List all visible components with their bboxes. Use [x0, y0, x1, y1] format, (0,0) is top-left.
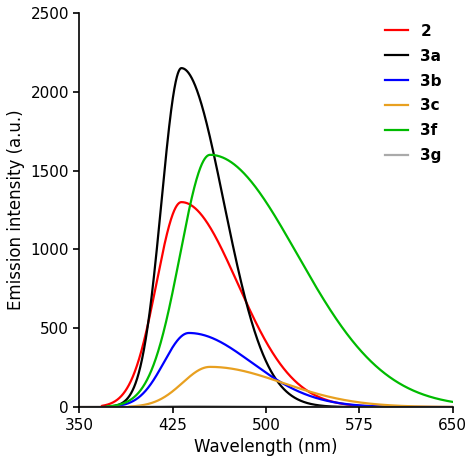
- Line: 3c: 3c: [80, 367, 453, 407]
- 3f: [402, 384, 408, 389]
- 3c: [207, 364, 213, 369]
- 3b: [443, 404, 448, 410]
- 2: [119, 393, 125, 398]
- 2: [220, 248, 226, 254]
- 3f: [236, 165, 242, 171]
- 3b: [236, 350, 242, 356]
- 3g: [402, 404, 408, 410]
- 3c: [450, 404, 456, 410]
- 3f: [119, 401, 125, 407]
- X-axis label: Wavelength (nm): Wavelength (nm): [194, 438, 338, 456]
- 3b: [220, 340, 226, 346]
- 2: [402, 404, 408, 410]
- Line: 2: 2: [80, 202, 453, 407]
- 3g: [179, 403, 184, 409]
- 3g: [141, 404, 147, 410]
- 3g: [119, 404, 125, 410]
- 3a: [220, 194, 226, 199]
- Y-axis label: Emission intensity (a.u.): Emission intensity (a.u.): [7, 110, 25, 310]
- 3g: [443, 404, 448, 410]
- 3f: [450, 399, 456, 405]
- 2: [450, 404, 456, 410]
- 3a: [179, 65, 184, 71]
- 3b: [141, 390, 147, 395]
- 3a: [77, 404, 82, 410]
- 2: [236, 283, 242, 289]
- 3a: [119, 400, 125, 406]
- 3a: [450, 404, 456, 410]
- 3c: [443, 404, 448, 410]
- 3b: [402, 404, 408, 410]
- 3c: [402, 403, 408, 409]
- 2: [443, 404, 448, 410]
- 3c: [119, 404, 125, 410]
- 3g: [77, 404, 82, 410]
- 3f: [77, 404, 82, 410]
- 3f: [220, 155, 226, 160]
- 3g: [450, 404, 456, 410]
- 3a: [236, 269, 242, 275]
- 2: [141, 338, 147, 343]
- 3c: [141, 402, 147, 407]
- 3c: [220, 365, 226, 370]
- 2: [77, 404, 82, 410]
- Line: 3f: 3f: [80, 155, 453, 407]
- 3b: [186, 330, 192, 336]
- Line: 3a: 3a: [80, 68, 453, 407]
- 3c: [77, 404, 82, 410]
- 3f: [141, 382, 147, 388]
- Line: 3g: 3g: [80, 406, 453, 407]
- 3b: [77, 404, 82, 410]
- 2: [179, 200, 184, 205]
- 3g: [220, 404, 226, 409]
- 3f: [207, 152, 213, 157]
- 3a: [402, 404, 408, 410]
- Legend: 2, 3a, 3b, 3c, 3f, 3g: 2, 3a, 3b, 3c, 3f, 3g: [382, 20, 445, 166]
- 3c: [236, 367, 242, 373]
- 3a: [141, 346, 147, 351]
- 3b: [450, 404, 456, 410]
- 3b: [119, 402, 125, 408]
- 3a: [443, 404, 448, 410]
- 3g: [236, 404, 242, 409]
- Line: 3b: 3b: [80, 333, 453, 407]
- 3f: [443, 398, 448, 403]
